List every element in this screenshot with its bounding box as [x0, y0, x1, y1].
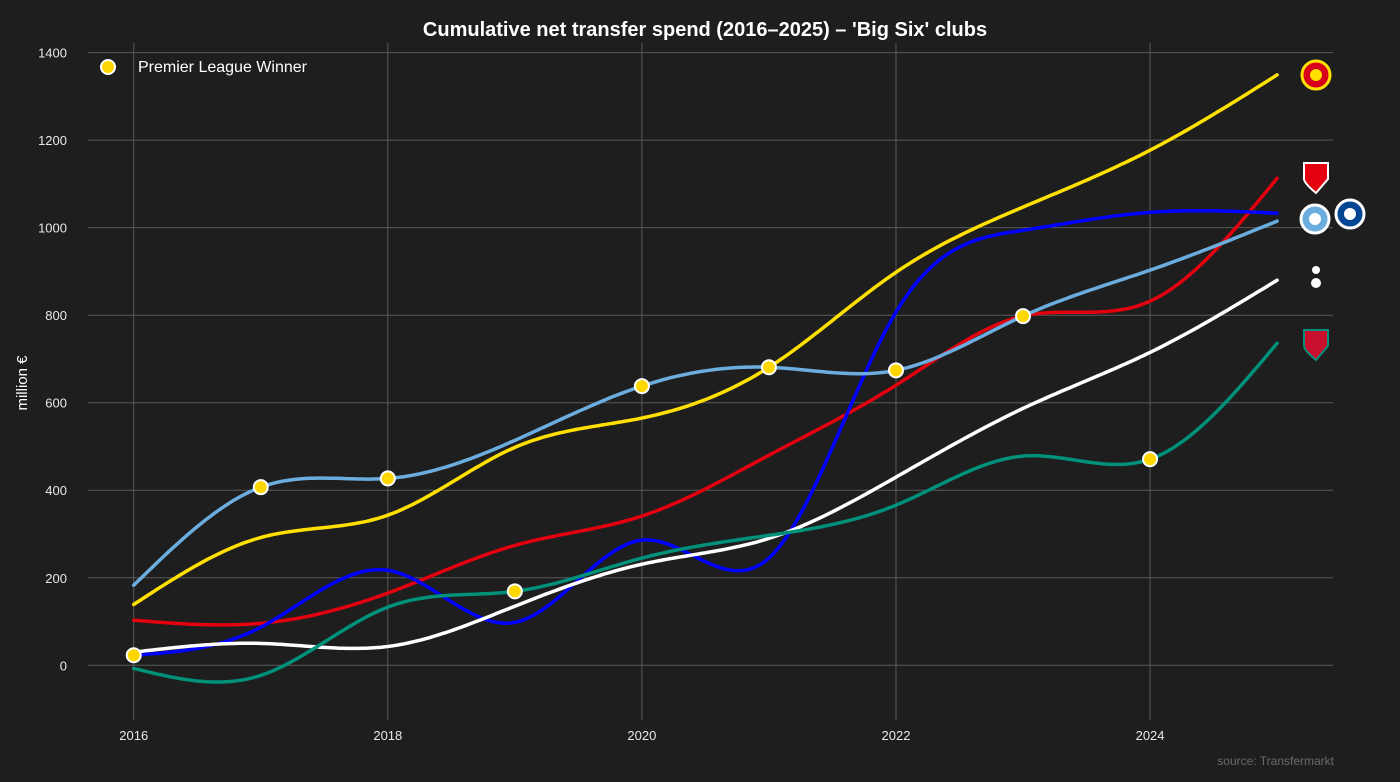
y-tick-label: 200: [45, 571, 67, 586]
x-tick-label: 2022: [882, 728, 911, 743]
winner-point: [379, 470, 396, 487]
series-line-chelsea: [131, 208, 1279, 657]
crest-center: [1344, 208, 1356, 220]
winner-point: [125, 647, 142, 664]
crest-ball: [1311, 278, 1321, 288]
arsenal-crest-icon: [1303, 162, 1329, 195]
winner-point: [633, 378, 650, 395]
y-tick-label: 0: [60, 658, 67, 673]
source-note: source: Transfermarkt: [1217, 754, 1334, 768]
man-utd-crest-icon: [1300, 59, 1332, 91]
y-tick-label: 1200: [38, 133, 67, 148]
series-line-manchester-city: [131, 219, 1279, 587]
series-lines: [131, 73, 1279, 684]
crest-center: [1310, 69, 1322, 81]
x-tick-label: 2020: [627, 728, 656, 743]
y-tick-label: 1000: [38, 221, 67, 236]
chart-title: Cumulative net transfer spend (2016–2025…: [423, 19, 987, 41]
y-tick-label: 400: [45, 483, 67, 498]
crest-cockerel: [1312, 266, 1320, 274]
legend: Premier League Winner: [100, 59, 308, 76]
liverpool-crest-icon: [1303, 329, 1329, 362]
x-tick-label: 2018: [373, 728, 402, 743]
winner-point: [506, 583, 523, 600]
y-axis-ticks: 0 200 400 600 800 1000 1200 1400: [38, 46, 67, 674]
series-line-tottenham: [131, 278, 1279, 654]
y-axis-label: million €: [14, 355, 31, 411]
crest-shield: [1303, 329, 1329, 362]
club-logos: [1299, 59, 1366, 362]
y-tick-label: 800: [45, 308, 67, 323]
winner-point: [1142, 451, 1159, 468]
man-city-crest-icon: [1299, 203, 1331, 235]
winner-point: [760, 359, 777, 376]
crest-center: [1309, 213, 1321, 225]
series-line-arsenal: [131, 176, 1279, 627]
series-line-liverpool: [131, 341, 1279, 684]
chelsea-crest-icon: [1334, 198, 1366, 230]
grid: [88, 43, 1333, 720]
x-tick-label: 2024: [1136, 728, 1165, 743]
y-tick-label: 1400: [38, 46, 67, 61]
x-tick-label: 2016: [119, 728, 148, 743]
tottenham-crest-icon: [1311, 266, 1321, 288]
winner-point: [887, 362, 904, 379]
winner-point: [1015, 308, 1032, 325]
x-axis-ticks: 2016 2018 2020 2022 2024: [119, 728, 1164, 743]
winner-markers: [125, 308, 1159, 664]
winner-point: [252, 479, 269, 496]
y-tick-label: 600: [45, 396, 67, 411]
legend-marker: [100, 59, 116, 75]
series-line-manchester-united: [131, 73, 1279, 607]
legend-label: Premier League Winner: [138, 59, 308, 76]
crest-shield: [1303, 162, 1329, 195]
